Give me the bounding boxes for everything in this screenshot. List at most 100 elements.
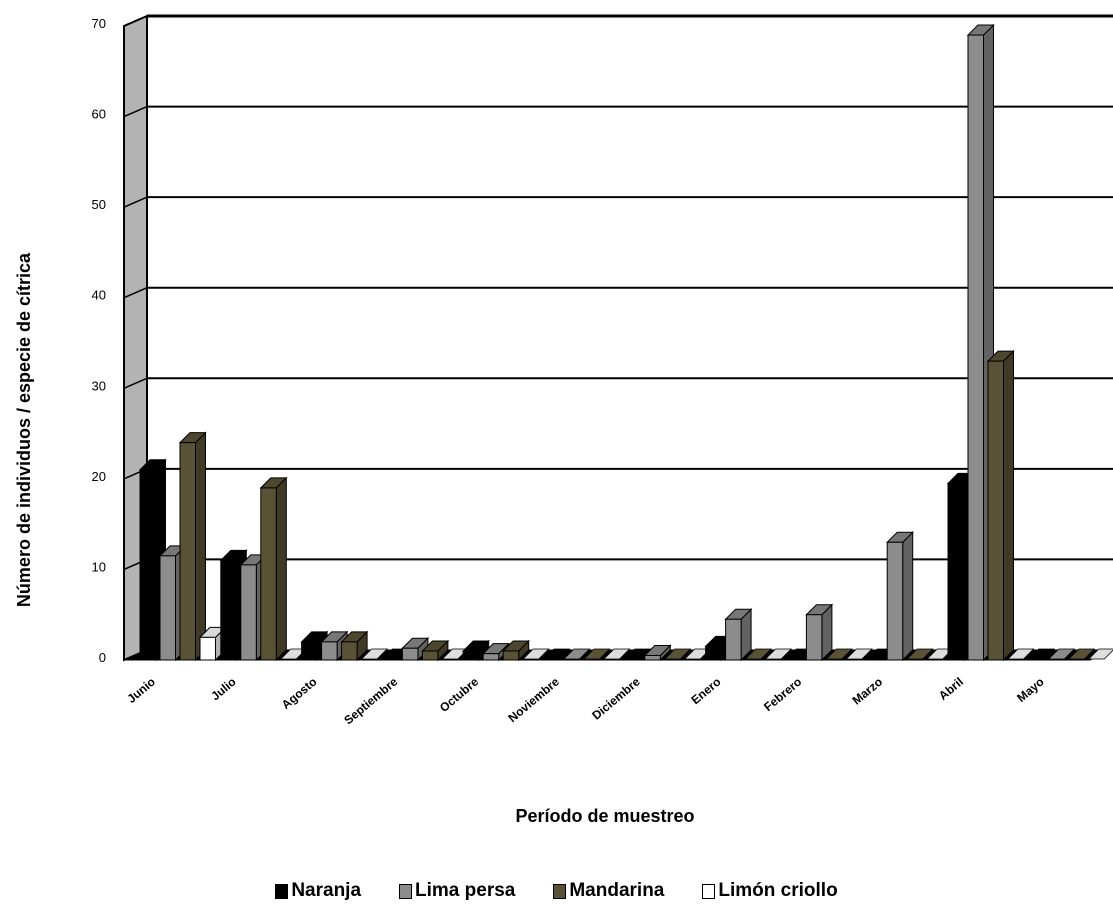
legend-label: Mandarina	[569, 880, 665, 901]
y-tick-label: 60	[92, 107, 106, 122]
y-tick-label: 20	[92, 469, 106, 484]
bar-zero	[1047, 648, 1076, 660]
gridline-side	[123, 287, 148, 299]
bar	[603, 648, 631, 660]
legend-swatch	[399, 883, 413, 899]
bar	[583, 648, 611, 660]
y-tick-label: 10	[92, 559, 106, 574]
bar-front	[220, 559, 237, 661]
bar	[1007, 648, 1035, 660]
bar-front	[462, 650, 480, 661]
bar	[906, 648, 934, 660]
bar	[825, 648, 853, 660]
bar-zero	[360, 648, 389, 660]
bar	[522, 648, 550, 660]
bar-front	[644, 654, 661, 661]
bar	[461, 639, 490, 662]
bar	[1027, 648, 1056, 660]
bar-zero	[522, 648, 550, 660]
bar	[1067, 648, 1096, 660]
bar-zero	[1007, 648, 1035, 660]
bar-front	[179, 442, 196, 661]
x-axis-title: Período de muestreo	[515, 806, 694, 826]
y-tick-label: 0	[99, 650, 106, 665]
gridline-side	[123, 377, 148, 389]
bar-front	[482, 653, 500, 661]
x-tick-label: Agosto	[279, 675, 320, 712]
bar	[1047, 648, 1076, 660]
bar-front	[401, 647, 419, 661]
bar-front	[967, 34, 984, 661]
bar	[543, 648, 571, 660]
x-tick-label: Enero	[688, 675, 723, 708]
legend-item: Naranja	[275, 880, 361, 902]
bar-front	[139, 469, 156, 661]
x-tick-label: Mayo	[1014, 675, 1047, 705]
bar-zero	[603, 648, 631, 660]
x-tick-label: Diciembre	[589, 674, 643, 722]
bar-front	[301, 641, 318, 661]
bar-zero	[1087, 648, 1113, 660]
x-tick-label: Marzo	[850, 675, 886, 708]
x-tick-label: Abril	[936, 675, 966, 703]
bar-front	[886, 541, 904, 661]
bar-zero	[543, 648, 571, 660]
bar-zero	[583, 648, 611, 660]
gridline-side	[123, 196, 148, 208]
bar-zero	[845, 648, 873, 660]
gridline-side	[123, 105, 148, 118]
legend-swatch	[553, 883, 567, 899]
bar	[724, 608, 753, 662]
bar	[885, 531, 914, 662]
bar	[563, 648, 591, 660]
x-tick-label: Junio	[124, 675, 158, 706]
bar	[764, 648, 793, 660]
legend-item: Limón criollo	[702, 880, 838, 902]
y-axis-title: Número de individuos / especie de cítric…	[14, 252, 34, 607]
bar	[623, 648, 652, 660]
bar	[986, 349, 1015, 662]
gridlines	[123, 105, 1113, 571]
bar-zero	[663, 648, 692, 660]
bar	[360, 648, 389, 660]
bar-front	[260, 487, 277, 661]
bar-zero	[825, 648, 853, 660]
bar	[1087, 648, 1113, 660]
bar-side	[195, 431, 206, 662]
x-tick-label: Septiembre	[341, 674, 400, 727]
y-tick-labels: 0 10 20 30 40 50 60 70	[92, 16, 106, 665]
y-tick-label: 40	[92, 288, 106, 303]
bar-zero	[623, 648, 652, 660]
bar-front	[805, 614, 823, 661]
legend-label: Lima persa	[415, 880, 516, 901]
bar-front	[705, 645, 722, 661]
bar-side	[902, 531, 914, 662]
bar	[744, 648, 773, 660]
x-tick-label: Octubre	[437, 674, 481, 715]
x-tick-label: Febrero	[761, 675, 804, 714]
bar-zero	[1027, 648, 1056, 660]
bar-front	[502, 650, 520, 661]
bar	[805, 603, 834, 662]
x-tick-label: Julio	[208, 675, 238, 704]
legend-item: Lima persa	[399, 880, 515, 902]
legend-label: Naranja	[291, 880, 362, 901]
bar-front	[321, 641, 338, 661]
bar	[178, 431, 207, 662]
legend-item: Mandarina	[553, 880, 664, 902]
bar-front	[725, 618, 742, 661]
bar	[138, 458, 167, 662]
bar	[340, 630, 369, 662]
bar-front	[240, 564, 257, 661]
bar-front	[199, 636, 216, 661]
bar-front	[947, 482, 964, 661]
legend-swatch	[702, 883, 716, 899]
bar-zero	[906, 648, 934, 660]
legend: Naranja Lima persa Mandarina Limón criollo	[0, 880, 1113, 902]
bar-chart: 0 10 20 30 40 50 60 70 Junio Julio Agosto Septiemb…	[14, 14, 1113, 826]
bar	[421, 639, 450, 662]
bar-side	[275, 476, 287, 662]
bar-zero	[744, 648, 773, 660]
bar-zero	[563, 648, 591, 660]
y-tick-label: 30	[92, 378, 106, 393]
